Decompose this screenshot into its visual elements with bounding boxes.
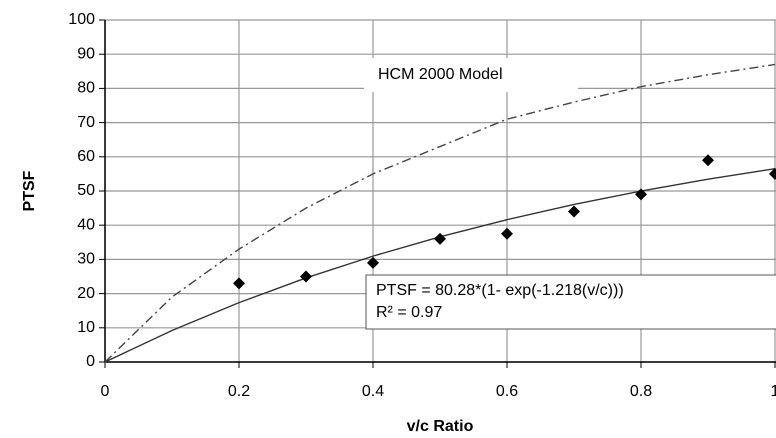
point [300, 270, 312, 283]
x-tick-label: 0.2 [228, 383, 250, 400]
annotation: HCM 2000 Model [378, 66, 503, 83]
y-axis-label: PTSF [21, 170, 38, 211]
y-tick-label: 50 [77, 182, 95, 199]
point [568, 205, 580, 218]
x-tick-label: 0.8 [630, 383, 652, 400]
x-tick-label: 0 [101, 383, 110, 400]
curve [104, 63, 776, 363]
y-tick-label: 20 [77, 285, 95, 302]
y-tick-label: 0 [86, 353, 95, 370]
point [434, 232, 446, 245]
annotation-box [365, 274, 776, 330]
point [367, 256, 379, 269]
annotation: PTSF = 80.28*(1- exp(-1.218(v/c))) [376, 282, 624, 299]
y-tick-label: 60 [77, 148, 95, 165]
y-tick-label: 90 [77, 45, 95, 62]
point [702, 154, 714, 167]
x-tick-label: 1 [771, 383, 776, 400]
y-tick-label: 10 [77, 319, 95, 336]
y-tick-label: 40 [77, 216, 95, 233]
x-axis-label: v/c Ratio [407, 418, 474, 435]
x-tick-label: 0.6 [496, 383, 518, 400]
point [501, 227, 513, 240]
x-tick-label: 0.4 [362, 383, 384, 400]
annotation: R² = 0.97 [376, 304, 442, 321]
annotation-box [364, 58, 578, 92]
curve [104, 167, 776, 363]
y-tick-label: 30 [77, 251, 95, 268]
point [769, 167, 776, 180]
y-tick-label: 100 [68, 11, 95, 28]
y-tick-label: 70 [77, 114, 95, 131]
y-tick-label: 80 [77, 80, 95, 97]
point [635, 188, 647, 201]
point [233, 277, 245, 290]
